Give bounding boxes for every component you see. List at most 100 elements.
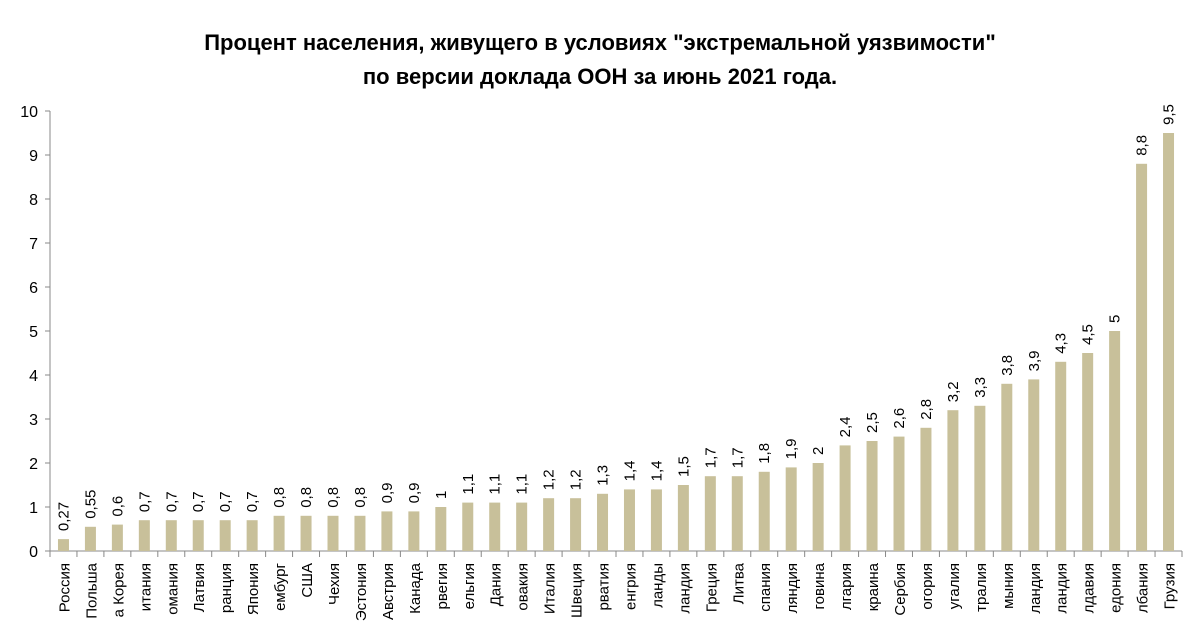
bar [1001, 383, 1013, 551]
bar [219, 520, 231, 551]
x-tick-label: лбания [1135, 563, 1152, 613]
data-label: 2,4 [837, 417, 854, 438]
bar [273, 515, 285, 551]
x-tick-label: лдавия [1081, 563, 1098, 613]
y-tick-label: 6 [29, 280, 38, 297]
y-tick-label: 2 [29, 456, 38, 473]
data-label: 2,8 [918, 399, 935, 420]
x-tick-label: огория [919, 563, 936, 610]
bar [974, 405, 986, 551]
bar [246, 520, 258, 551]
data-label: 5 [1107, 315, 1124, 323]
bar [623, 489, 635, 551]
x-tick-label: рватия [596, 563, 613, 611]
data-label: 1,7 [702, 447, 719, 468]
x-tick-label: Россия [56, 563, 73, 612]
x-tick-label: ранция [218, 563, 235, 613]
x-tick-label: а Корея [110, 563, 127, 617]
data-label: 0,9 [406, 483, 423, 504]
data-label: 1,4 [648, 461, 665, 482]
data-label: 4,5 [1080, 324, 1097, 345]
data-label: 3,2 [945, 381, 962, 402]
x-tick-label: ельгия [461, 563, 478, 609]
bar [731, 476, 743, 551]
x-tick-label: едония [1108, 563, 1125, 613]
y-tick-label: 9 [29, 148, 38, 165]
x-tick-label: ланды [649, 563, 666, 608]
data-label: 0,6 [109, 496, 126, 517]
data-label: 0,8 [298, 487, 315, 508]
x-tick-label: Сербия [892, 563, 909, 616]
y-tick-label: 0 [29, 544, 38, 561]
bar [758, 471, 770, 551]
bar [57, 539, 69, 551]
data-label: 0,8 [271, 487, 288, 508]
chart-title: Процент населения, живущего в условиях "… [0, 26, 1200, 94]
bar [812, 463, 824, 551]
x-tick-label: Италия [542, 563, 559, 614]
data-label: 0,7 [244, 491, 261, 512]
data-label: 1,2 [541, 469, 558, 490]
data-label: 2 [810, 447, 827, 455]
data-label: 1 [433, 491, 450, 499]
bar [489, 502, 501, 551]
x-tick-label: рвегия [434, 563, 451, 609]
x-tick-label: овакия [515, 563, 532, 611]
data-label: 9,5 [1161, 104, 1178, 125]
bar [138, 520, 150, 551]
data-label: 1,5 [675, 456, 692, 477]
x-tick-label: Канада [407, 562, 424, 613]
x-tick-label: Дания [488, 563, 505, 606]
bar [920, 427, 932, 551]
data-label: 0,7 [217, 491, 234, 512]
bar [597, 493, 609, 551]
bar [192, 520, 204, 551]
x-tick-label: енгрия [622, 563, 639, 610]
bar [165, 520, 177, 551]
data-label: 1,2 [568, 469, 585, 490]
x-tick-label: итания [137, 563, 154, 611]
bar [1055, 361, 1067, 551]
x-tick-label: Чехия [326, 563, 343, 605]
y-tick-label: 3 [29, 412, 38, 429]
data-label: 1,1 [514, 474, 531, 495]
data-label: 3,8 [999, 355, 1016, 376]
x-tick-label: ландия [676, 563, 693, 614]
x-tick-label: США [299, 563, 316, 598]
x-tick-label: спания [757, 563, 774, 612]
bar [947, 410, 959, 551]
bar [1163, 133, 1175, 551]
data-label: 0,27 [55, 502, 72, 531]
bar [1136, 163, 1148, 552]
data-label: 0,9 [379, 483, 396, 504]
bar [785, 467, 797, 551]
data-label: 1,3 [595, 465, 612, 486]
bar [893, 436, 905, 551]
y-tick-label: 8 [29, 192, 38, 209]
y-tick-label: 1 [29, 500, 38, 517]
x-tick-label: Эстония [353, 563, 370, 621]
x-tick-label: мыния [1000, 563, 1017, 609]
bar [1028, 379, 1040, 551]
data-label: 3,9 [1026, 351, 1043, 372]
bar [354, 515, 366, 551]
bar [1109, 331, 1121, 551]
y-tick-label: 7 [29, 236, 38, 253]
bar [435, 507, 447, 551]
x-tick-label: тралия [973, 563, 990, 612]
data-label: 0,7 [163, 491, 180, 512]
data-label: 1,9 [783, 439, 800, 460]
data-label: 1,7 [729, 447, 746, 468]
data-label: 1,1 [487, 474, 504, 495]
data-label: 0,7 [136, 491, 153, 512]
bar [543, 498, 555, 551]
x-tick-label: Япония [245, 563, 262, 615]
bar [84, 526, 96, 551]
data-label: 2,5 [864, 412, 881, 433]
y-tick-label: 4 [29, 368, 38, 385]
x-tick-label: Австрия [380, 563, 397, 620]
bar [650, 489, 662, 551]
bar [570, 498, 582, 551]
x-tick-label: Грузия [1162, 563, 1179, 609]
